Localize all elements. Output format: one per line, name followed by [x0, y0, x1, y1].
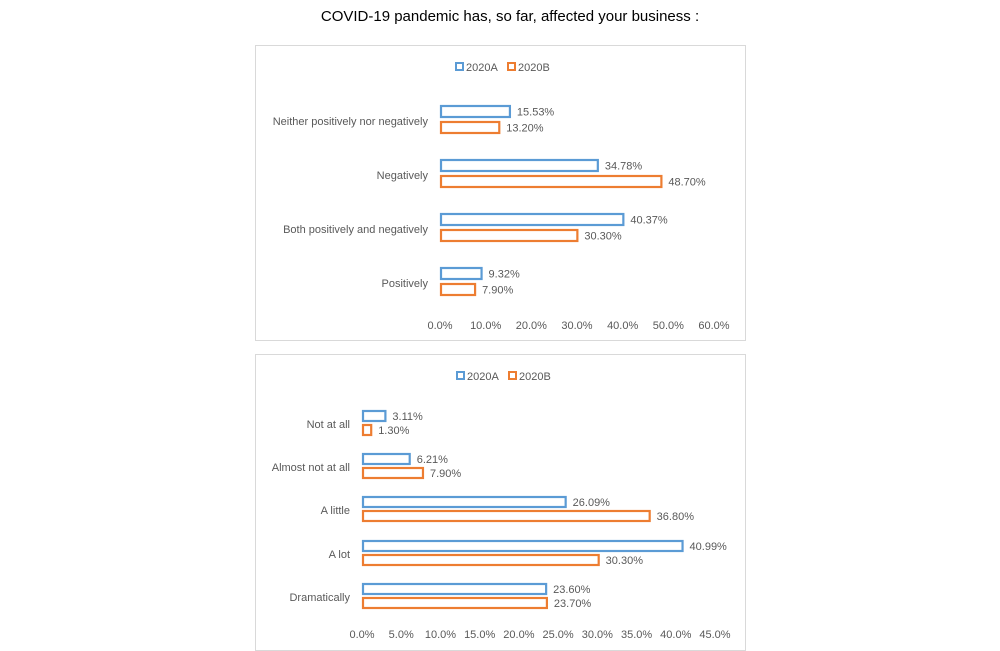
x-tick-label: 10.0%	[425, 629, 456, 641]
bar-2020a	[439, 158, 599, 173]
bar-2020a	[361, 409, 387, 423]
bar-2020b	[439, 174, 663, 189]
category-label: Neither positively nor negatively	[273, 116, 429, 128]
bar-2020b	[361, 423, 373, 437]
category-label: Almost not at all	[272, 462, 350, 474]
legend-swatch-2020b	[507, 62, 516, 71]
x-tick-label: 20.0%	[503, 629, 534, 641]
x-tick-label: 15.0%	[464, 629, 495, 641]
data-label-2020b: 48.70%	[668, 177, 706, 189]
x-tick-label: 30.0%	[582, 629, 613, 641]
category-label: A little	[321, 505, 350, 517]
data-label-2020b: 36.80%	[657, 511, 695, 523]
chart-panel-business-impact-degree: 2020A 2020B 3.11% 1.30% Not at all 6.21% 7.90%…	[255, 354, 746, 651]
bar-2020a	[361, 495, 567, 509]
bar-chart-business-impact-degree: 2020A 2020B 3.11% 1.30% Not at all 6.21% 7.90%…	[272, 371, 731, 641]
x-tick-label: 10.0%	[470, 320, 501, 332]
bar-2020b	[439, 228, 579, 243]
bar-2020b	[361, 466, 425, 480]
x-tick-label: 50.0%	[653, 320, 684, 332]
x-tick-label: 60.0%	[698, 320, 729, 332]
x-tick-label: 20.0%	[516, 320, 547, 332]
data-label-2020a: 23.60%	[553, 584, 591, 596]
data-label-2020a: 40.37%	[630, 215, 668, 227]
legend-label-2020b: 2020B	[519, 371, 551, 383]
bar-2020b	[439, 120, 501, 135]
bar-2020a	[361, 452, 411, 466]
page-title: COVID-19 pandemic has, so far, affected …	[320, 8, 700, 25]
chart-panel-business-effect: 2020A 2020B 15.53% 13.20% Neither positively…	[255, 45, 746, 341]
category-label: Not at all	[307, 419, 350, 431]
bar-2020b	[439, 282, 477, 297]
x-tick-label: 0.0%	[349, 629, 374, 641]
x-tick-label: 40.0%	[660, 629, 691, 641]
data-label-2020b: 23.70%	[554, 598, 592, 610]
data-label-2020b: 30.30%	[606, 555, 644, 567]
legend-swatch-2020a	[456, 371, 465, 380]
data-label-2020b: 30.30%	[584, 231, 622, 243]
x-tick-label: 30.0%	[561, 320, 592, 332]
bar-2020b	[361, 553, 600, 567]
data-label-2020b: 1.30%	[378, 425, 409, 437]
data-label-2020a: 15.53%	[517, 107, 555, 119]
data-label-2020a: 26.09%	[573, 497, 611, 509]
data-label-2020a: 40.99%	[690, 541, 728, 553]
data-label-2020b: 7.90%	[430, 468, 461, 480]
data-label-2020b: 7.90%	[482, 285, 513, 297]
bar-2020a	[439, 212, 625, 227]
x-tick-label: 40.0%	[607, 320, 638, 332]
legend-swatch-2020b	[508, 371, 517, 380]
x-tick-label: 25.0%	[543, 629, 574, 641]
bar-2020b	[361, 509, 651, 523]
bar-2020a	[361, 582, 548, 596]
x-tick-label: 35.0%	[621, 629, 652, 641]
bar-2020b	[361, 596, 549, 610]
data-label-2020b: 13.20%	[506, 123, 544, 135]
data-label-2020a: 3.11%	[392, 411, 423, 423]
bar-2020a	[361, 539, 684, 553]
data-label-2020a: 34.78%	[605, 161, 643, 173]
legend-label-2020a: 2020A	[466, 62, 498, 74]
data-label-2020a: 6.21%	[417, 454, 448, 466]
legend-label-2020a: 2020A	[467, 371, 499, 383]
bar-2020a	[439, 104, 512, 119]
category-label: Dramatically	[289, 592, 350, 604]
x-tick-label: 45.0%	[699, 629, 730, 641]
legend-label-2020b: 2020B	[518, 62, 550, 74]
x-tick-label: 5.0%	[389, 629, 414, 641]
legend-swatch-2020a	[455, 62, 464, 71]
category-label: A lot	[329, 549, 350, 561]
data-label-2020a: 9.32%	[489, 269, 520, 281]
bar-chart-business-effect: 2020A 2020B 15.53% 13.20% Neither positively…	[273, 62, 730, 332]
category-label: Negatively	[377, 170, 429, 182]
category-label: Both positively and negatively	[283, 224, 428, 236]
bar-2020a	[439, 266, 483, 281]
x-tick-label: 0.0%	[427, 320, 452, 332]
category-label: Positively	[382, 278, 429, 290]
